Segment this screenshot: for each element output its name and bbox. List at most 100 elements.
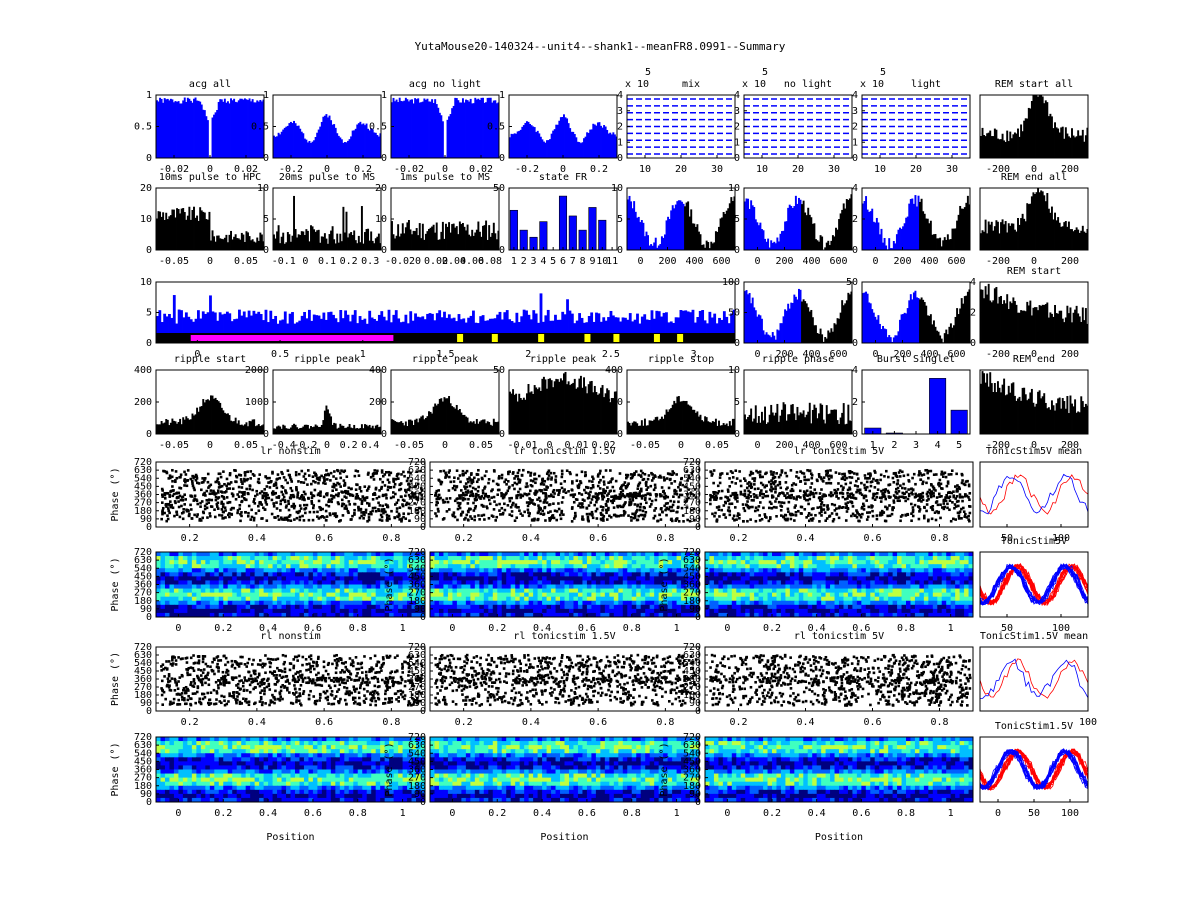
x-tick-label: 30 [828, 164, 840, 175]
spike-point [311, 518, 315, 522]
spike-point [398, 518, 401, 521]
bar [262, 424, 265, 434]
spike-point [863, 486, 867, 490]
spike-point [624, 501, 627, 504]
spike-point [338, 519, 341, 523]
bar [1007, 385, 1010, 434]
spike-point [297, 480, 300, 483]
bar [600, 125, 602, 158]
spike-point [636, 494, 640, 498]
trace-bar [416, 316, 420, 333]
spike-point [545, 472, 549, 476]
bar [313, 140, 316, 158]
spike-point [380, 469, 384, 472]
bar [716, 231, 719, 250]
spike-point [758, 470, 762, 474]
bar [236, 102, 239, 158]
bar [247, 426, 249, 434]
x-tick-label: 4 [935, 440, 941, 451]
spike-point [524, 485, 528, 489]
bar [630, 201, 633, 250]
spike-point [459, 514, 463, 517]
bar [259, 426, 262, 434]
bar [922, 299, 925, 343]
spike-point [304, 492, 307, 496]
spike-point [353, 474, 357, 478]
y-tick-label: 0 [263, 429, 269, 440]
spike-point [214, 492, 218, 495]
bar [193, 98, 195, 158]
spike-point [650, 479, 654, 482]
trace-bar [351, 314, 355, 333]
bar [254, 102, 257, 158]
spike-point [822, 476, 826, 479]
spike-point [279, 502, 282, 506]
spike-point [714, 494, 718, 498]
bar [216, 400, 219, 434]
bar [757, 416, 760, 434]
spike-point [688, 519, 692, 523]
bar [347, 426, 349, 434]
bar [773, 415, 776, 434]
spike-point [477, 493, 480, 497]
bar [417, 98, 420, 158]
spike-point [940, 470, 944, 474]
trace-bar [515, 312, 519, 333]
spike-point [319, 490, 322, 494]
spike-point [531, 498, 534, 502]
spike-point [199, 519, 203, 522]
trace-bar [689, 312, 692, 333]
spike-point [734, 469, 738, 472]
spike-point [444, 476, 447, 479]
spike-point [746, 482, 749, 485]
x-tick-label: 10 [596, 256, 608, 267]
bar [1050, 400, 1053, 434]
spike-point [399, 482, 403, 485]
spike-point [208, 514, 212, 518]
spike-point [268, 486, 272, 489]
spike-point [892, 494, 896, 497]
spike-point [543, 479, 547, 483]
spike-point [238, 490, 241, 494]
bar [279, 134, 282, 158]
spike-point [518, 487, 522, 491]
spike-point [330, 500, 333, 504]
bar [213, 114, 216, 158]
bar [217, 101, 220, 158]
spike-point [756, 471, 760, 474]
bar [877, 222, 880, 250]
spike-point [777, 475, 781, 479]
spike-point [911, 476, 914, 480]
spike-point [193, 475, 196, 479]
spike-point [756, 487, 760, 490]
x-tick-label: 0 [194, 349, 200, 360]
spike-point [459, 489, 463, 492]
spike-point [907, 494, 911, 498]
spike-point [664, 502, 668, 505]
spike-point [166, 514, 169, 517]
spike-point [785, 496, 788, 500]
spike-point [920, 473, 924, 477]
spike-point [835, 512, 838, 516]
bar [1050, 116, 1053, 158]
bar [197, 100, 200, 158]
trace-bar [720, 319, 724, 333]
spike-point [390, 509, 393, 513]
trace-bar [464, 322, 468, 333]
bar [934, 234, 937, 250]
bar [1072, 406, 1075, 434]
spike-point [254, 494, 257, 498]
spike-point [673, 492, 677, 495]
bar [573, 378, 576, 434]
x-tick-label: 9 [589, 256, 595, 267]
spike-point [518, 478, 521, 482]
spike-point [409, 479, 413, 483]
bar [1072, 135, 1075, 158]
x-tick-label: 20 [675, 164, 687, 175]
bar [718, 226, 720, 250]
bar [932, 234, 935, 250]
spike-point [402, 515, 405, 519]
bar [774, 339, 777, 343]
bar [239, 239, 242, 250]
bar [188, 98, 191, 158]
